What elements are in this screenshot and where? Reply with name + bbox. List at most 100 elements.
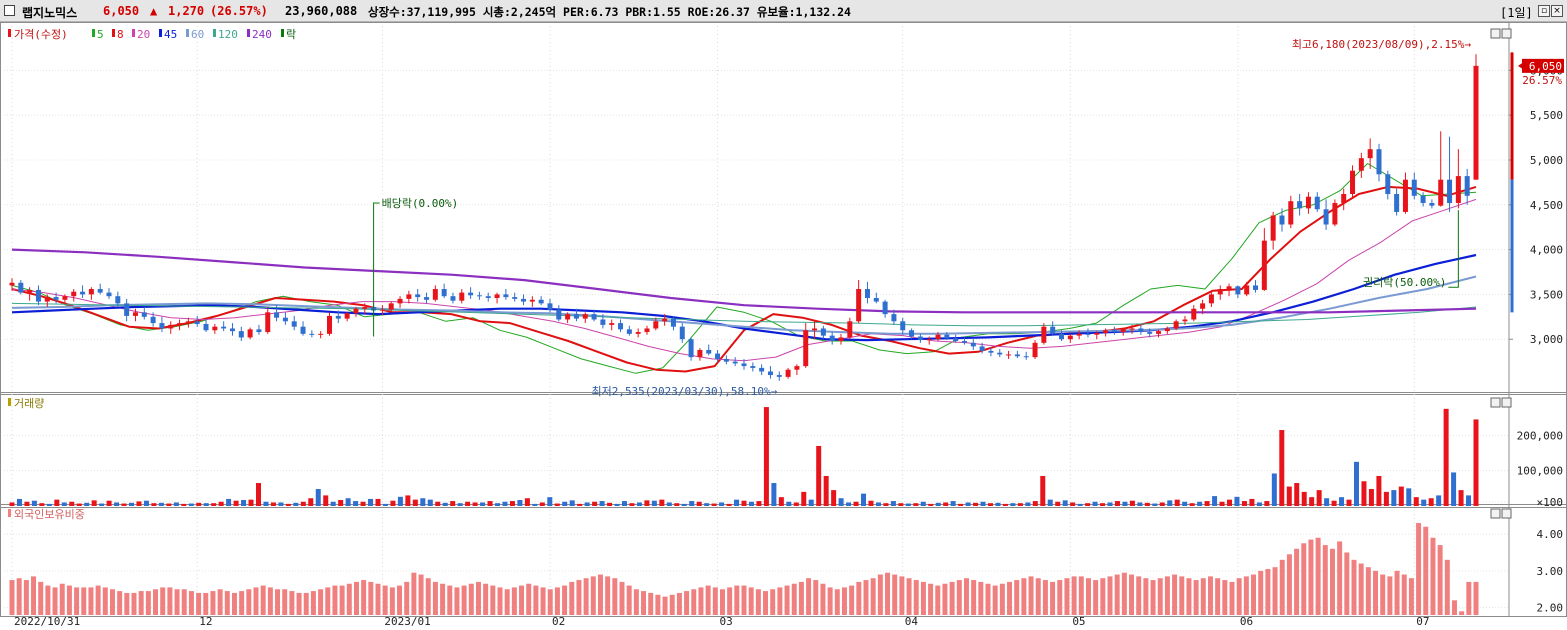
volume-bar (808, 499, 814, 506)
foreign-bar (318, 589, 324, 615)
volume-bar (375, 498, 381, 506)
legend-swatch (213, 29, 216, 37)
volume-bar (704, 503, 710, 506)
candle-body (926, 339, 932, 341)
foreign-bar (1387, 576, 1393, 615)
volume-bar (382, 503, 388, 506)
candle-body (503, 294, 509, 298)
foreign-bar (1444, 559, 1450, 615)
foreign-bar (633, 589, 639, 615)
volume-tick-label: 100,000 (1517, 465, 1563, 478)
volume-bar (756, 501, 762, 506)
select-checkbox[interactable] (4, 5, 15, 16)
candle-body (115, 296, 121, 304)
foreign-bar (741, 585, 747, 615)
volume-bar (91, 500, 97, 506)
foreign-bar (892, 574, 898, 615)
volume-bar (54, 499, 60, 506)
foreign-bar (533, 585, 539, 615)
candle-body (1464, 176, 1470, 196)
volume-bar (1017, 503, 1023, 506)
candle-body (785, 369, 791, 377)
foreign-bar (38, 581, 44, 615)
volume-bar (1137, 502, 1143, 506)
minimize-icon[interactable]: ▫ (1538, 5, 1550, 17)
chart-canvas[interactable]: 3,0003,5004,0004,5005,0005,5006,0002022/… (0, 22, 1567, 630)
candle-body (1297, 201, 1303, 209)
volume-bar (861, 493, 867, 506)
price-tick-label: 5,500 (1530, 109, 1563, 122)
candle-body (618, 323, 624, 330)
candle-body (1305, 196, 1311, 209)
foreign-bar (382, 585, 388, 615)
legend-swatch (132, 29, 135, 37)
foreign-bar (368, 581, 374, 615)
candle-body (741, 363, 747, 367)
foreign-bar (885, 572, 891, 615)
candle-body (512, 297, 518, 299)
volume-bar (16, 498, 22, 506)
foreign-bar (1258, 570, 1264, 615)
foreign-bar (1050, 581, 1056, 615)
current-rate-label: 26.57% (1522, 74, 1562, 87)
candle-body (1191, 308, 1197, 320)
candle-body (1217, 289, 1223, 295)
foreign-bar (483, 583, 489, 615)
foreign-bar (389, 587, 395, 615)
period-selector[interactable]: [1일] (1500, 6, 1533, 20)
candle-body (388, 303, 394, 310)
volume-bar (928, 503, 934, 506)
foreign-bar (727, 587, 733, 615)
volume-bar (532, 503, 538, 506)
close-icon[interactable]: × (1551, 5, 1563, 17)
foreign-bar (418, 574, 424, 615)
candle-body (909, 330, 915, 337)
volume-bar (1383, 491, 1389, 506)
volume-bar (517, 499, 523, 506)
volume-bar (1055, 501, 1061, 506)
candle-body (1394, 194, 1400, 212)
volume-bar (226, 498, 232, 506)
candle-body (864, 289, 870, 298)
volume-bar (1398, 486, 1404, 506)
volume-bar (987, 503, 993, 506)
candle-body (326, 315, 332, 334)
candle-body (1332, 202, 1338, 225)
legend-fall: 락 (286, 28, 296, 41)
volume-bar (1241, 501, 1247, 506)
volume-bar (233, 500, 239, 506)
candle-body (62, 296, 68, 300)
candle-body (44, 297, 50, 302)
foreign-bar (691, 589, 697, 615)
volume-bar (763, 407, 769, 506)
candle-body (1367, 149, 1373, 159)
foreign-bar (1093, 580, 1099, 615)
foreign-bar (303, 592, 309, 615)
volume-bar (1114, 501, 1120, 506)
candle-body (591, 314, 597, 320)
candle-body (353, 308, 359, 314)
candle-body (723, 358, 729, 362)
candle-body (609, 323, 615, 325)
foreign-bar (397, 585, 403, 615)
volume-bar (412, 499, 418, 506)
foreign-bar (196, 592, 202, 615)
price-tick-label: 4,000 (1530, 244, 1563, 257)
foreign-bar (698, 587, 704, 615)
volume-bar (1107, 502, 1113, 506)
current-price: 6,050 (103, 4, 140, 18)
foreign-bar (669, 594, 675, 615)
candle-body (432, 289, 438, 300)
candle-body (1147, 332, 1153, 334)
foreign-bar (404, 581, 410, 615)
foreign-bar (1272, 567, 1278, 615)
foreign-panel-close-icon (1501, 508, 1512, 519)
volume-bar (1040, 475, 1046, 506)
volume-bar (853, 501, 859, 506)
foreign-bar (719, 589, 725, 615)
legend-ma-8: 8 (117, 28, 124, 41)
volume-bar (913, 503, 919, 506)
candle-body (600, 319, 606, 325)
foreign-bar (432, 581, 438, 615)
candle-body (847, 321, 853, 338)
